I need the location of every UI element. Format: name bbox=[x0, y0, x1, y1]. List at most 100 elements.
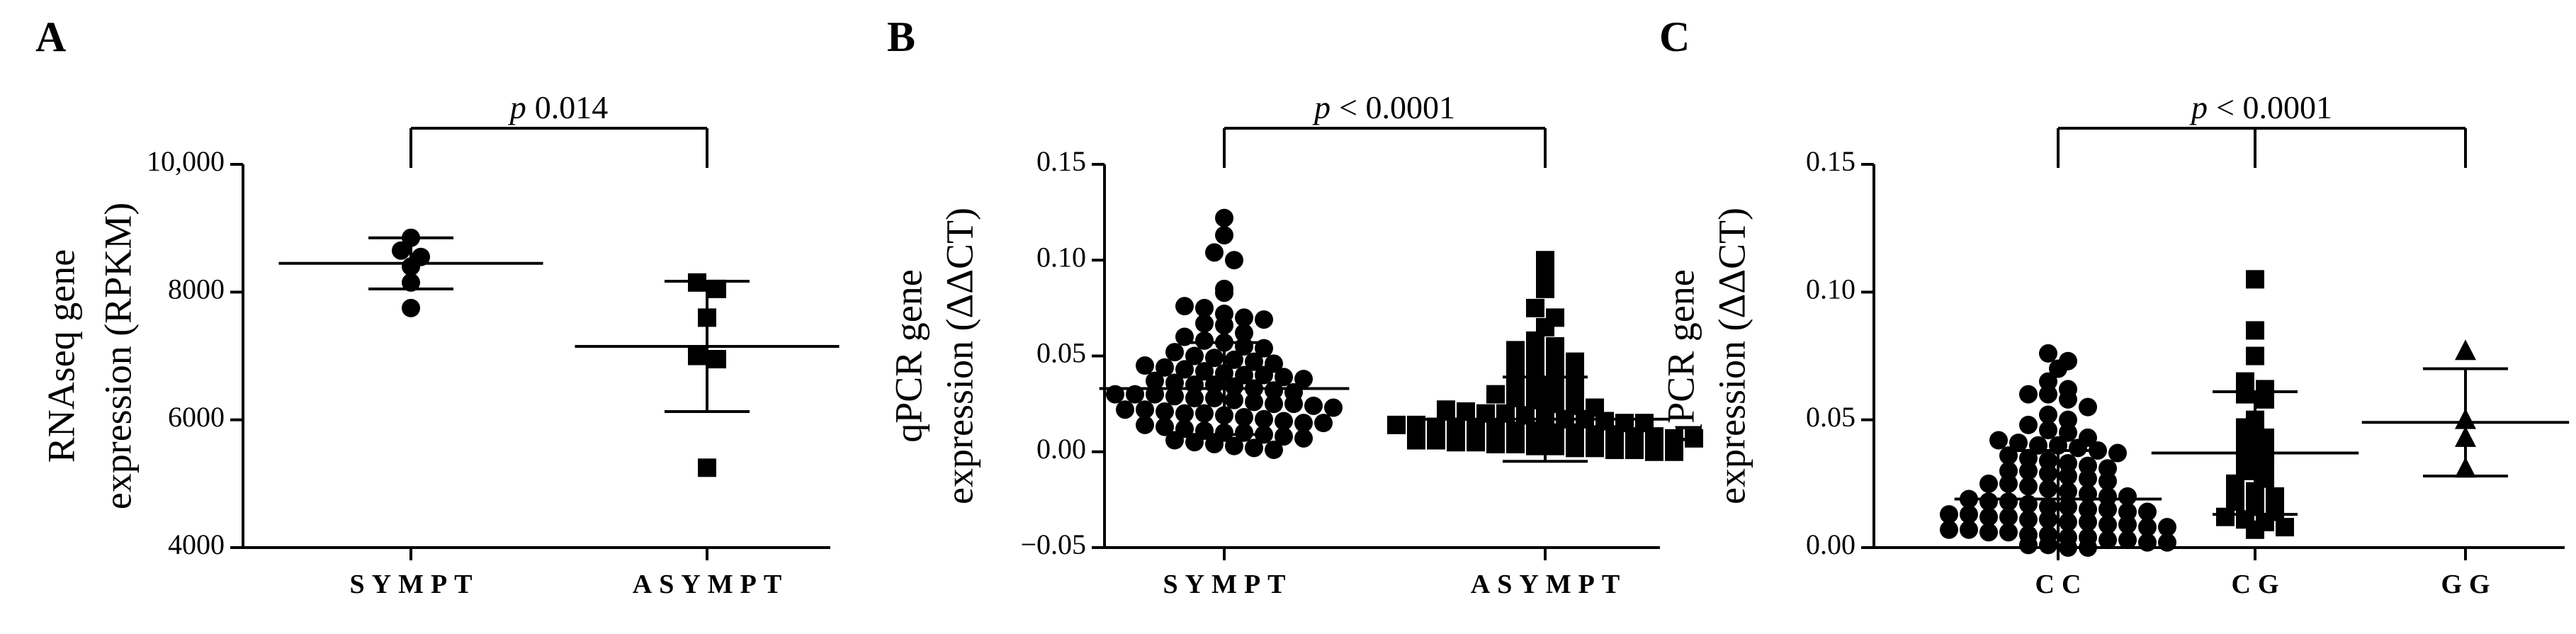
data-point bbox=[2079, 397, 2097, 417]
y-tick-label: 6000 bbox=[168, 401, 225, 433]
data-point bbox=[1215, 226, 1233, 245]
data-point bbox=[2039, 464, 2057, 483]
data-point bbox=[2019, 461, 2038, 480]
data-point bbox=[1605, 441, 1624, 460]
data-point bbox=[1255, 366, 1273, 385]
data-point bbox=[1175, 360, 1194, 379]
data-point bbox=[2246, 520, 2264, 539]
data-point bbox=[1407, 431, 1425, 450]
y-tick-label: −0.05 bbox=[1020, 528, 1086, 560]
data-point bbox=[2019, 415, 2038, 434]
y-axis-label: expression (ΔΔCT) bbox=[1710, 208, 1753, 504]
data-point bbox=[1999, 474, 2018, 493]
data-point bbox=[1526, 436, 1544, 455]
data-point bbox=[1999, 507, 2018, 526]
p-value: p < 0.0001 bbox=[1312, 89, 1455, 125]
data-point bbox=[1245, 352, 1263, 371]
data-point bbox=[1235, 324, 1253, 343]
data-point bbox=[1999, 446, 2018, 465]
data-point bbox=[2079, 512, 2097, 531]
data-point bbox=[2059, 512, 2077, 531]
data-point bbox=[1275, 427, 1293, 446]
data-point bbox=[2019, 448, 2038, 468]
data-point bbox=[1146, 371, 1164, 390]
panel-label: B bbox=[887, 13, 915, 60]
data-point bbox=[1165, 431, 1184, 450]
data-point bbox=[1940, 520, 1958, 539]
data-point bbox=[1526, 298, 1544, 317]
data-point bbox=[1960, 520, 1978, 539]
data-point bbox=[1265, 381, 1283, 400]
data-point bbox=[1546, 436, 1564, 455]
y-tick-label: 4000 bbox=[168, 528, 225, 560]
data-point bbox=[1225, 436, 1243, 455]
data-point bbox=[2236, 385, 2254, 404]
data-point bbox=[1116, 400, 1134, 419]
data-point bbox=[2226, 474, 2244, 493]
data-point bbox=[2059, 390, 2077, 409]
data-point bbox=[1225, 377, 1243, 396]
data-point bbox=[1235, 308, 1253, 327]
data-point bbox=[2158, 518, 2176, 537]
data-point bbox=[1275, 412, 1293, 431]
data-point bbox=[2098, 531, 2117, 550]
data-point bbox=[2009, 434, 2028, 453]
data-point bbox=[1506, 434, 1525, 453]
data-point bbox=[1165, 343, 1184, 362]
data-point bbox=[1245, 392, 1263, 412]
data-point bbox=[1304, 396, 1323, 415]
p-value: p < 0.0001 bbox=[2189, 89, 2332, 125]
data-point bbox=[2049, 359, 2067, 378]
data-point bbox=[2059, 410, 2077, 429]
data-point bbox=[1215, 208, 1233, 227]
data-point bbox=[2039, 536, 2057, 555]
data-point bbox=[1979, 507, 1998, 526]
data-point bbox=[1387, 415, 1406, 434]
data-point bbox=[1185, 433, 1204, 452]
data-point bbox=[2098, 459, 2117, 478]
p-text: < 0.0001 bbox=[2216, 89, 2332, 125]
data-point bbox=[1294, 369, 1313, 388]
data-point bbox=[2098, 499, 2117, 519]
y-axis-label: qPCR gene bbox=[1659, 269, 1702, 443]
x-tick-label: ASYMPT bbox=[1471, 570, 1627, 599]
data-point bbox=[1235, 408, 1253, 427]
x-tick-label: GG bbox=[2441, 570, 2497, 599]
x-tick-label: ASYMPT bbox=[633, 570, 789, 599]
y-tick-label: 0.00 bbox=[1036, 433, 1086, 465]
data-point bbox=[1566, 438, 1584, 458]
data-point bbox=[708, 279, 726, 298]
data-point bbox=[2059, 482, 2077, 501]
y-tick-label: 0.10 bbox=[1036, 241, 1086, 273]
data-point bbox=[2138, 518, 2157, 537]
data-point bbox=[1989, 431, 2008, 450]
y-tick-label: 10,000 bbox=[147, 145, 225, 177]
p-symbol: p bbox=[2189, 89, 2208, 125]
data-point bbox=[698, 458, 716, 477]
data-point bbox=[688, 346, 706, 366]
data-point bbox=[1205, 434, 1224, 453]
data-point bbox=[1205, 349, 1224, 368]
data-point bbox=[2108, 443, 2127, 463]
data-point bbox=[2118, 502, 2137, 521]
p-symbol: p bbox=[1312, 89, 1331, 125]
data-point bbox=[1165, 387, 1184, 406]
y-tick-label: 0.05 bbox=[1806, 401, 1855, 433]
data-point bbox=[2256, 390, 2274, 409]
data-point bbox=[1225, 350, 1243, 369]
data-point bbox=[1979, 523, 1998, 542]
data-point bbox=[2246, 346, 2264, 366]
data-point bbox=[2079, 456, 2097, 475]
y-axis-label: qPCR gene bbox=[887, 269, 930, 443]
data-point bbox=[1486, 385, 1505, 404]
data-point bbox=[1156, 402, 1174, 421]
y-tick-label: 0.05 bbox=[1036, 337, 1086, 369]
x-tick-label: SYMPT bbox=[1163, 570, 1293, 599]
data-point bbox=[2098, 472, 2117, 491]
data-point bbox=[1245, 438, 1263, 458]
data-point bbox=[1195, 314, 1214, 333]
data-point bbox=[2246, 270, 2264, 289]
data-point bbox=[1437, 400, 1455, 419]
data-point bbox=[1625, 441, 1644, 460]
p-text: 0.014 bbox=[535, 89, 609, 125]
